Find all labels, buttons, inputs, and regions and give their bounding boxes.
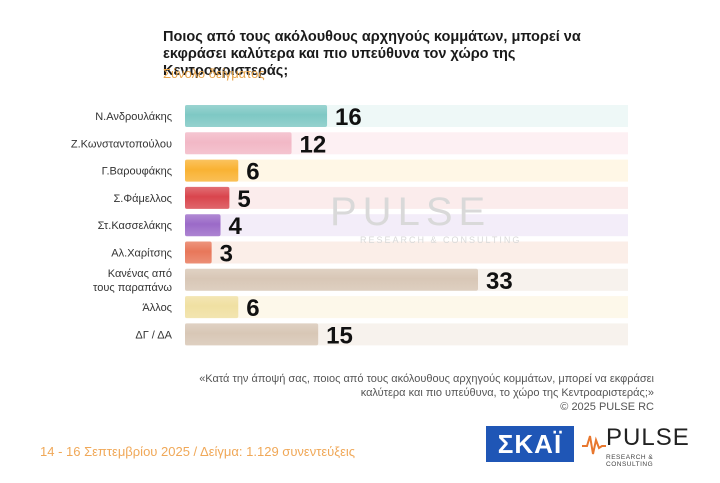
bar xyxy=(185,241,212,264)
bar xyxy=(185,296,239,319)
category-label: ΔΓ / ΔΑ xyxy=(135,329,172,341)
question-text: «Κατά την άποψή σας, ποιος από τους ακόλ… xyxy=(174,372,654,414)
category-label: Αλ.Χαρίτσης xyxy=(111,248,172,260)
value-label: 33 xyxy=(486,268,513,295)
pulse-watermark: PULSE RESEARCH & CONSULTING xyxy=(330,190,522,245)
bar-background-band xyxy=(185,132,628,155)
bar xyxy=(185,132,292,155)
value-label: 6 xyxy=(246,295,259,322)
category-label: Άλλος xyxy=(142,302,172,314)
category-label: Γ.Βαρουφάκης xyxy=(102,166,172,178)
pulse-logo-subtext: RESEARCH & CONSULTING xyxy=(606,454,654,468)
copyright: © 2025 PULSE RC xyxy=(560,401,654,413)
chart-title: Ποιος από τους ακόλουθους αρχηγούς κομμά… xyxy=(163,29,581,79)
question-wording: «Κατά την άποψή σας, ποιος από τους ακόλ… xyxy=(199,373,654,399)
survey-footer: 14 - 16 Σεπτεμβρίου 2025 / Δείγμα: 1.129… xyxy=(40,444,356,459)
bar xyxy=(185,186,230,209)
value-label: 15 xyxy=(326,322,353,349)
pulse-logo-text: PULSE xyxy=(606,424,690,451)
bar xyxy=(185,268,478,291)
bar-background-band xyxy=(185,186,628,209)
value-label: 3 xyxy=(220,241,233,268)
bar xyxy=(185,214,221,237)
value-label: 12 xyxy=(300,131,327,158)
bar xyxy=(185,105,328,127)
category-label: Ν.Ανδρουλάκης xyxy=(95,111,172,123)
bar-background-band xyxy=(185,214,628,237)
bar-background-band xyxy=(185,159,628,182)
bar-background-band xyxy=(185,296,628,319)
bar xyxy=(185,323,319,346)
chart-subtitle: Σύνολο δείγματος xyxy=(163,66,265,81)
value-label: 4 xyxy=(229,213,243,240)
value-label: 5 xyxy=(237,186,250,213)
value-label: 16 xyxy=(335,104,362,131)
bar xyxy=(185,159,239,182)
pulse-logo: PULSE RESEARCH & CONSULTING xyxy=(582,424,692,468)
category-label: Κανένας από τους παραπάνω xyxy=(93,268,172,294)
bar-background-band xyxy=(185,241,628,264)
skai-logo: ΣΚΑΪ xyxy=(486,426,574,462)
value-label: 6 xyxy=(246,159,259,186)
pulse-wave-icon xyxy=(582,435,606,455)
category-label: Ζ.Κωνσταντοπούλου xyxy=(71,138,172,150)
category-label: Σ.Φάμελλος xyxy=(114,193,173,205)
category-label: Στ.Κασσελάκης xyxy=(98,220,172,232)
